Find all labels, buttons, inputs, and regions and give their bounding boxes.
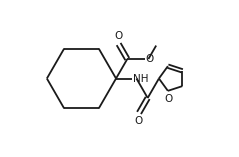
- Text: O: O: [146, 54, 154, 64]
- Text: O: O: [134, 116, 142, 126]
- Text: O: O: [114, 31, 123, 41]
- Text: O: O: [165, 94, 173, 104]
- Text: NH: NH: [133, 73, 148, 84]
